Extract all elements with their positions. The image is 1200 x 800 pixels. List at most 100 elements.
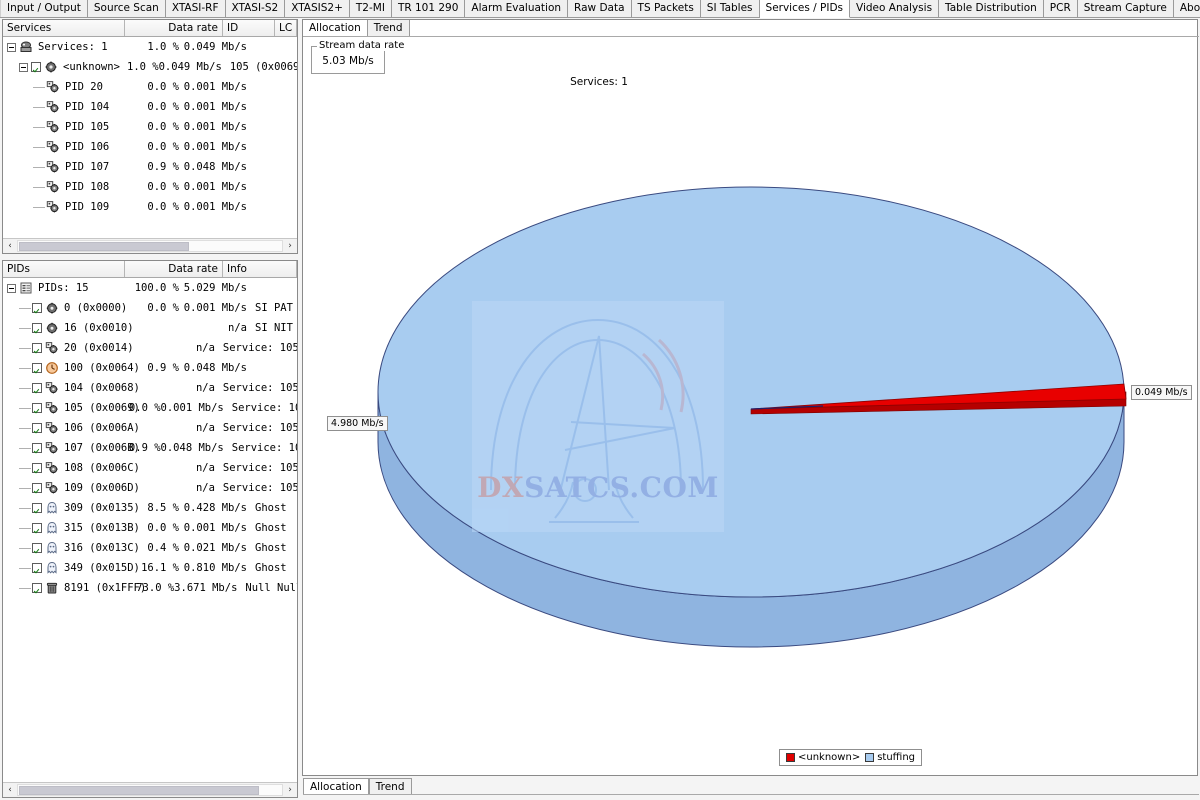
scroll-thumb[interactable] <box>19 242 189 251</box>
tree-connector-line <box>33 106 45 108</box>
row-checkbox[interactable] <box>32 543 42 553</box>
table-row[interactable]: PID 107 0.9 % 0.048 Mb/s <box>3 157 297 177</box>
expand-collapse-icon[interactable] <box>7 42 16 52</box>
table-row[interactable]: PID 108 0.0 % 0.001 Mb/s <box>3 177 297 197</box>
tab-source-scan[interactable]: Source Scan <box>87 0 166 17</box>
tab-table-distribution[interactable]: Table Distribution <box>939 0 1044 17</box>
scroll-right-icon[interactable]: › <box>288 784 292 795</box>
expand-collapse-icon[interactable] <box>19 62 28 72</box>
table-row[interactable]: 8191 (0x1FFF) 73.0 % 3.671 Mb/s Null Null <box>3 578 297 598</box>
main-tab-bar[interactable]: Input / Output Source Scan XTASI-RF XTAS… <box>0 0 1200 18</box>
column-header-id[interactable]: ID <box>223 20 275 36</box>
row-checkbox[interactable] <box>32 563 42 573</box>
scroll-track[interactable] <box>17 784 283 796</box>
table-row[interactable]: 315 (0x013B) 0.0 % 0.001 Mb/s Ghost <box>3 518 297 538</box>
tab-xtasi-rf[interactable]: XTASI-RF <box>165 0 226 17</box>
row-checkbox[interactable] <box>32 403 42 413</box>
row-label: 107 (0x006B) <box>64 442 140 454</box>
tab-ts-packets[interactable]: TS Packets <box>631 0 701 17</box>
table-row[interactable]: PID 109 0.0 % 0.001 Mb/s <box>3 197 297 217</box>
table-row[interactable]: PID 106 0.0 % 0.001 Mb/s <box>3 137 297 157</box>
row-checkbox[interactable] <box>32 343 42 353</box>
tab-label: T2-MI <box>355 2 385 14</box>
table-row[interactable]: 16 (0x0010) n/a SI NIT <box>3 318 297 338</box>
pids-tree[interactable]: PIDs: 15 100.0 % 5.029 Mb/s 0 (0x0000) 0.0 %… <box>3 278 297 781</box>
tab-si-tables[interactable]: SI Tables <box>700 0 760 17</box>
tab-input-output[interactable]: Input / Output <box>0 0 88 17</box>
row-checkbox[interactable] <box>32 363 42 373</box>
pids-grid-header: PIDs Data rate Info <box>3 261 297 278</box>
subtab-trend[interactable]: Trend <box>367 20 410 37</box>
services-tree[interactable]: Services: 1 1.0 % 0.049 Mb/s <unknown> 1.0 %… <box>3 37 297 237</box>
row-checkbox[interactable] <box>32 483 42 493</box>
row-checkbox[interactable] <box>31 62 41 72</box>
table-row[interactable]: 108 (0x006C) n/a Service: 105 (0x <box>3 458 297 478</box>
pids-hscrollbar[interactable]: ‹ › <box>3 782 297 797</box>
row-data-rate: n/a <box>195 422 215 434</box>
tab-tr-101-290[interactable]: TR 101 290 <box>391 0 466 17</box>
table-row[interactable]: Services: 1 1.0 % 0.049 Mb/s <box>3 37 297 57</box>
row-checkbox[interactable] <box>32 323 42 333</box>
table-row[interactable]: 349 (0x015D) 16.1 % 0.810 Mb/s Ghost <box>3 558 297 578</box>
tab-stream-capture[interactable]: Stream Capture <box>1077 0 1174 17</box>
scroll-right-icon[interactable]: › <box>288 240 292 251</box>
column-header-lc[interactable]: LC <box>275 20 297 36</box>
tab-label: About <box>1179 2 1200 14</box>
services-hscrollbar[interactable]: ‹ › <box>3 238 297 253</box>
tab-xtasi-s2[interactable]: XTASI-S2 <box>225 0 286 17</box>
table-row[interactable]: PID 104 0.0 % 0.001 Mb/s <box>3 97 297 117</box>
column-header-pids[interactable]: PIDs <box>3 261 125 277</box>
table-row[interactable]: PID 20 0.0 % 0.001 Mb/s <box>3 77 297 97</box>
expand-collapse-icon[interactable] <box>7 283 16 293</box>
tab-t2-mi[interactable]: T2-MI <box>349 0 392 17</box>
table-row[interactable]: 109 (0x006D) n/a Service: 105 (0x <box>3 478 297 498</box>
table-row[interactable]: 309 (0x0135) 8.5 % 0.428 Mb/s Ghost <box>3 498 297 518</box>
column-header-info[interactable]: Info <box>223 261 297 277</box>
row-checkbox[interactable] <box>32 443 42 453</box>
subtab-allocation[interactable]: Allocation <box>303 20 368 37</box>
table-row[interactable]: 20 (0x0014) n/a Service: 105 (0x <box>3 338 297 358</box>
scroll-thumb[interactable] <box>19 786 259 795</box>
row-checkbox[interactable] <box>32 523 42 533</box>
allocation-chart-card: Allocation Trend Stream data rate 5.03 M… <box>302 19 1199 795</box>
row-data-rate: n/a <box>195 482 215 494</box>
column-header-services[interactable]: Services <box>3 20 125 36</box>
table-row[interactable]: PID 105 0.0 % 0.001 Mb/s <box>3 117 297 137</box>
table-row[interactable]: 0 (0x0000) 0.0 % 0.001 Mb/s SI PAT <box>3 298 297 318</box>
bottom-subtab-allocation[interactable]: Allocation <box>303 778 369 795</box>
column-header-data-rate[interactable]: Data rate <box>125 20 223 36</box>
table-row[interactable]: 107 (0x006B)0.9 %0.048 Mb/s Service: 105 … <box>3 438 297 458</box>
tab-about[interactable]: About <box>1173 0 1200 17</box>
scroll-left-icon[interactable]: ‹ <box>8 784 12 795</box>
row-percent: 100.0 % <box>134 282 179 294</box>
row-checkbox[interactable] <box>32 463 42 473</box>
row-checkbox[interactable] <box>32 303 42 313</box>
tab-video-analysis[interactable]: Video Analysis <box>850 0 940 17</box>
bottom-subtab-trend[interactable]: Trend <box>368 778 412 795</box>
tree-connector-line <box>19 587 31 589</box>
row-checkbox[interactable] <box>32 583 42 593</box>
tab-pcr[interactable]: PCR <box>1043 0 1078 17</box>
chart-bottom-subtab-bar[interactable]: Allocation Trend <box>303 778 1199 800</box>
tab-services-pids[interactable]: Services / PIDs <box>759 0 851 18</box>
row-checkbox[interactable] <box>32 383 42 393</box>
table-row[interactable]: 104 (0x0068) n/a Service: 105 (0x <box>3 378 297 398</box>
table-row[interactable]: PIDs: 15 100.0 % 5.029 Mb/s <box>3 278 297 298</box>
scroll-track[interactable] <box>17 240 283 252</box>
row-checkbox[interactable] <box>32 423 42 433</box>
row-percent: 0.0 % <box>147 181 179 193</box>
table-row[interactable]: <unknown> 1.0 %0.049 Mb/s 105 (0x0069) <box>3 57 297 77</box>
tree-connector-line <box>33 146 45 148</box>
tab-raw-data[interactable]: Raw Data <box>568 0 632 17</box>
table-row[interactable]: 100 (0x0064) 0.9 % 0.048 Mb/s <box>3 358 297 378</box>
row-data-rate: 0.049 Mb/s <box>183 41 247 53</box>
scroll-left-icon[interactable]: ‹ <box>8 240 12 251</box>
table-row[interactable]: 105 (0x0069)0.0 %0.001 Mb/s Service: 105 … <box>3 398 297 418</box>
chart-subtab-bar[interactable]: Allocation Trend <box>303 20 410 37</box>
tab-xtasis2plus[interactable]: XTASIS2+ <box>285 0 350 17</box>
column-header-data-rate[interactable]: Data rate <box>125 261 223 277</box>
tab-alarm-evaluation[interactable]: Alarm Evaluation <box>465 0 569 17</box>
table-row[interactable]: 106 (0x006A) n/a Service: 105 (0x <box>3 418 297 438</box>
table-row[interactable]: 316 (0x013C) 0.4 % 0.021 Mb/s Ghost <box>3 538 297 558</box>
row-checkbox[interactable] <box>32 503 42 513</box>
